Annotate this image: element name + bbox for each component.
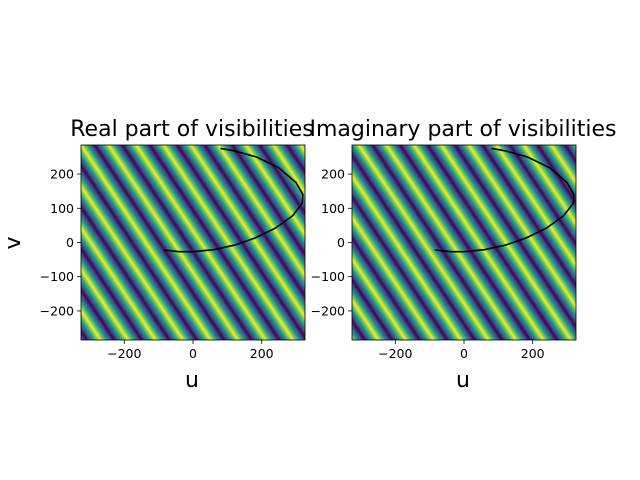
y-tick-label: 100 xyxy=(50,201,74,216)
panel-imag-title: Imaginary part of visibilities xyxy=(309,117,616,142)
uv-track-line xyxy=(163,147,304,253)
fringe-heatmap xyxy=(81,145,305,340)
x-tick-label: −200 xyxy=(378,346,412,361)
panel-real-xlabel: u xyxy=(185,368,199,393)
y-tick-label: 200 xyxy=(321,167,345,182)
x-tick-label: 200 xyxy=(250,346,274,361)
y-tick-label: 100 xyxy=(321,201,345,216)
y-tick-label: −200 xyxy=(40,303,74,318)
ticks-real: −200 0 200 −200 −100 0 100 200 xyxy=(40,167,274,361)
x-tick-label: −200 xyxy=(107,346,141,361)
plot-area-real xyxy=(80,144,306,341)
panel-real: Real part of visibilities −200 0 200 −200 −1… xyxy=(1,117,314,393)
x-tick-label: 200 xyxy=(521,346,545,361)
x-tick-label: 0 xyxy=(460,346,468,361)
y-tick-label: −100 xyxy=(40,269,74,284)
panel-imag-xlabel: u xyxy=(456,368,470,393)
y-tick-label: −200 xyxy=(311,303,345,318)
panel-imag: Imaginary part of visibilities −200 0 200−… xyxy=(309,117,616,393)
uv-track-line xyxy=(434,147,575,253)
ticks-imag: −200 0 200 −200 −100 0 100 200 xyxy=(311,167,545,361)
panel-real-ylabel: v xyxy=(1,236,26,249)
plot-area-imag xyxy=(351,144,577,341)
panel-real-title: Real part of visibilities xyxy=(70,117,313,142)
y-tick-label: 0 xyxy=(337,235,345,250)
x-tick-label: 0 xyxy=(189,346,197,361)
fringe-heatmap xyxy=(352,145,576,340)
y-tick-label: 200 xyxy=(50,167,74,182)
y-tick-label: 0 xyxy=(66,235,74,250)
y-tick-label: −100 xyxy=(311,269,345,284)
